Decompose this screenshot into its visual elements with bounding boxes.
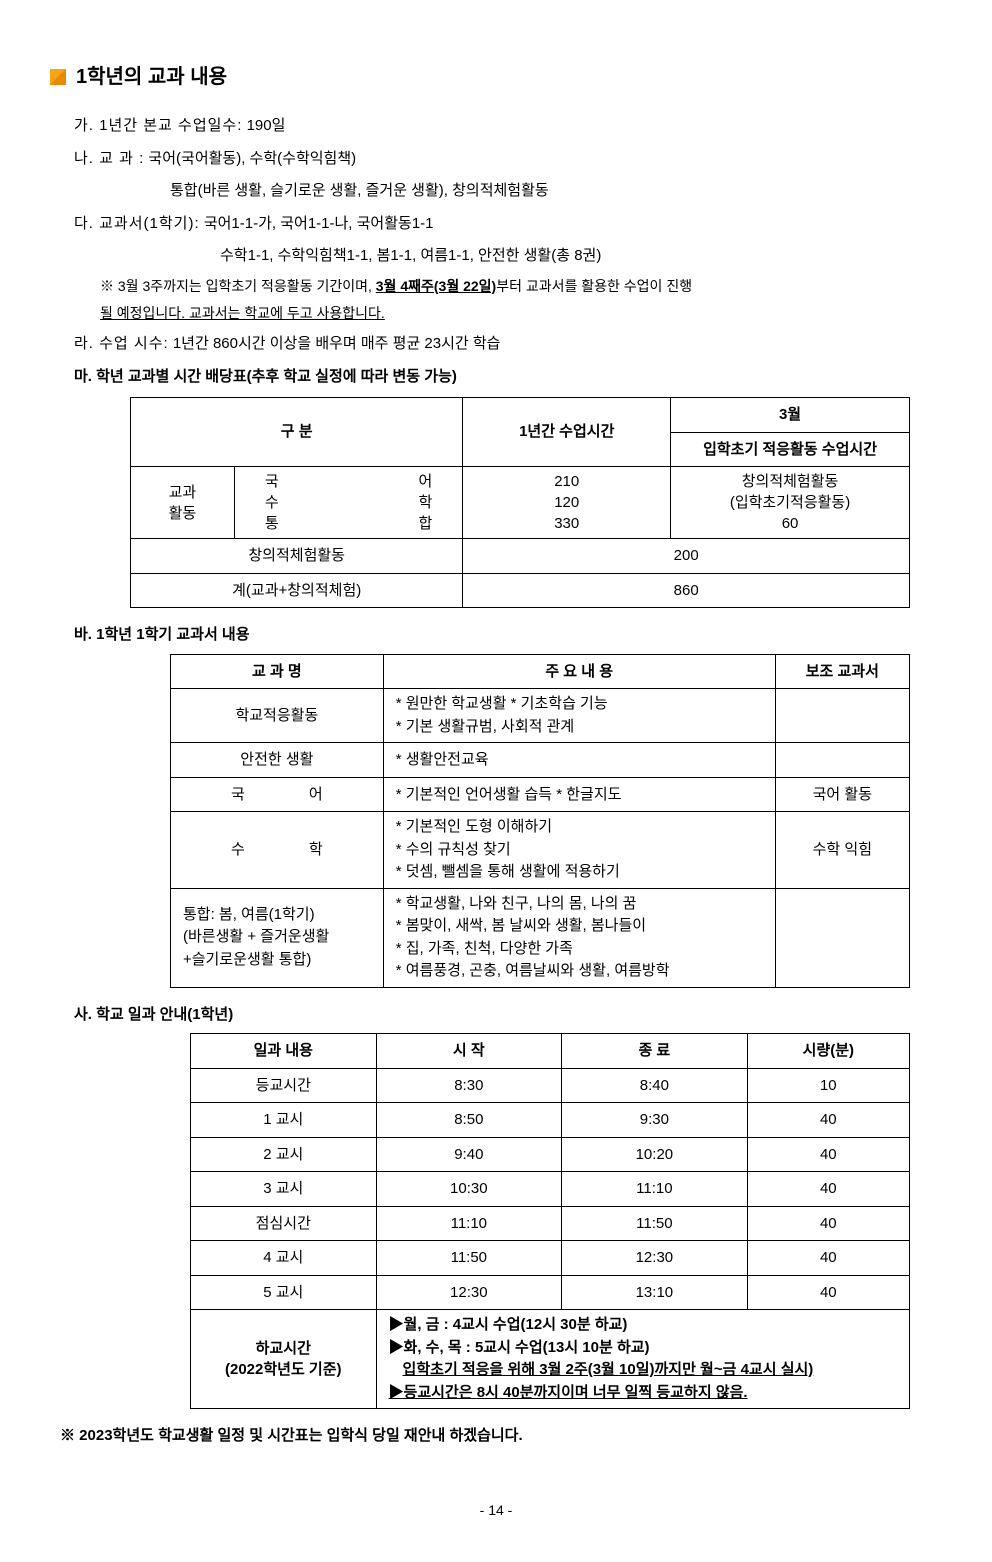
line-ga: 가. 1년간 본교 수업일수: 190일	[74, 112, 942, 141]
t1-r2-value: 200	[463, 539, 910, 574]
t2-r0-aux	[775, 689, 909, 743]
page-number: - 14 -	[50, 1499, 942, 1523]
line-sa: 사. 학교 일과 안내(1학년)	[74, 1002, 942, 1028]
line-na2: 통합(바른 생활, 슬기로운 생활, 즐거운 생활), 창의적체험활동	[170, 177, 942, 206]
line-ba: 바. 1학년 1학기 교과서 내용	[74, 622, 942, 648]
table-row: 1 교시8:509:3040	[191, 1103, 910, 1138]
table-row: 점심시간11:1011:5040	[191, 1206, 910, 1241]
t3-bottom-right: ▶월, 금 : 4교시 수업(12시 30분 하교) ▶화, 수, 목 : 5교…	[376, 1310, 909, 1409]
t1-r3-value: 860	[463, 573, 910, 608]
t2-r0-name: 학교적응활동	[171, 689, 384, 743]
t3-h0: 일과 내용	[191, 1034, 377, 1069]
t1-h1: 구 분	[131, 398, 463, 467]
t2-r1-name: 안전한 생활	[171, 743, 384, 778]
t1-h3a: 3월	[671, 398, 910, 433]
table-row: 5 교시12:3013:1040	[191, 1275, 910, 1310]
table-row: 등교시간8:308:4010	[191, 1068, 910, 1103]
t1-r1-hours: 210 120 330	[463, 467, 671, 539]
line-da: 다. 교과서(1학기): 국어1-1-가, 국어1-1-나, 국어활동1-1	[74, 210, 942, 239]
t2-r4-name: 통합: 봄, 여름(1학기) (바른생활 + 즐거운생활 +슬기로운생활 통합)	[171, 888, 384, 987]
line-da2: 수학1-1, 수학익힘책1-1, 봄1-1, 여름1-1, 안전한 생활(총 8…	[220, 242, 942, 271]
schedule-table: 일과 내용 시 작 종 료 시량(분) 등교시간8:308:4010 1 교시8…	[190, 1033, 910, 1409]
bullet-icon	[50, 69, 66, 85]
line-ma: 마. 학년 교과별 시간 배당표(추후 학교 실정에 따라 변동 가능)	[74, 363, 942, 392]
table-row: 3 교시10:3011:1040	[191, 1172, 910, 1207]
t3-h3: 시량(분)	[747, 1034, 909, 1069]
t3-h2: 종 료	[562, 1034, 748, 1069]
heading-text: 1학년의 교과 내용	[76, 60, 227, 94]
textbook-table: 교 과 명 주 요 내 용 보조 교과서 학교적응활동 * 원만한 학교생활 *…	[170, 654, 910, 988]
t2-r3-aux: 수학 익힘	[775, 812, 909, 889]
t2-r4-aux	[775, 888, 909, 987]
line-na: 나. 교 과 : 국어(국어활동), 수학(수학익힘책)	[74, 145, 942, 174]
allocation-table: 구 분 1년간 수업시간 3월 입학초기 적응활동 수업시간 교과 활동 국어 …	[130, 397, 910, 608]
table-row: 4 교시11:5012:3040	[191, 1241, 910, 1276]
t3-h1: 시 작	[376, 1034, 562, 1069]
t2-h1: 주 요 내 용	[383, 654, 775, 689]
t2-r3-name: 수학	[171, 812, 384, 889]
note-1: ※ 3월 3주까지는 입학초기 적응활동 기간이며, 3월 4째주(3월 22일…	[100, 275, 942, 299]
section-heading: 1학년의 교과 내용	[50, 60, 942, 94]
t2-r2-aux: 국어 활동	[775, 777, 909, 812]
table-row: 2 교시9:4010:2040	[191, 1137, 910, 1172]
t1-r1-subjects: 국어 수학 통합	[234, 467, 463, 539]
t2-h0: 교 과 명	[171, 654, 384, 689]
t2-r4-content: * 학교생활, 나와 친구, 나의 몸, 나의 꿈 * 봄맞이, 새싹, 봄 날…	[383, 888, 775, 987]
t1-r3-label: 계(교과+창의적체험)	[131, 573, 463, 608]
t1-r1-left: 교과 활동	[131, 467, 235, 539]
t1-h2: 1년간 수업시간	[463, 398, 671, 467]
line-ra: 라. 수업 시수: 1년간 860시간 이상을 배우며 매주 평균 23시간 학…	[74, 330, 942, 359]
t2-r0-content: * 원만한 학교생활 * 기초학습 기능 * 기본 생활규범, 사회적 관계	[383, 689, 775, 743]
t3-bottom-left: 하교시간 (2022학년도 기준)	[191, 1310, 377, 1409]
t1-h3b: 입학초기 적응활동 수업시간	[671, 432, 910, 467]
t2-r2-content: * 기본적인 언어생활 습득 * 한글지도	[383, 777, 775, 812]
t1-r2-label: 창의적체험활동	[131, 539, 463, 574]
t2-r3-content: * 기본적인 도형 이해하기 * 수의 규칙성 찾기 * 덧셈, 뺄셈을 통해 …	[383, 812, 775, 889]
t1-r1-right: 창의적체험활동 (입학초기적응활동) 60	[671, 467, 910, 539]
footer-note: ※ 2023학년도 학교생활 일정 및 시간표는 입학식 당일 재안내 하겠습니…	[60, 1423, 942, 1449]
t2-r1-content: * 생활안전교육	[383, 743, 775, 778]
t2-h2: 보조 교과서	[775, 654, 909, 689]
t2-r2-name: 국어	[171, 777, 384, 812]
note-2: 될 예정입니다. 교과서는 학교에 두고 사용합니다.	[100, 302, 942, 326]
t2-r1-aux	[775, 743, 909, 778]
